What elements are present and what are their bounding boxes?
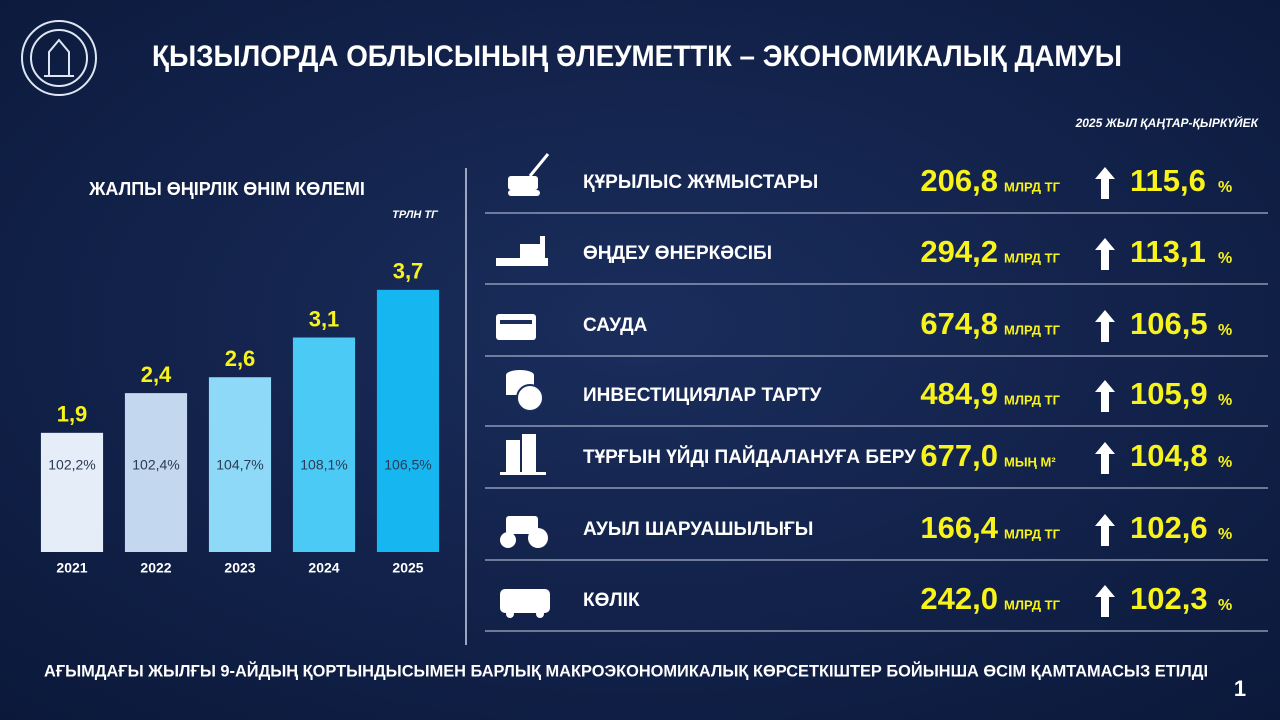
unit-label: ТРЛН ТГ bbox=[392, 209, 439, 221]
bar bbox=[124, 393, 188, 552]
value-label: 3,7 bbox=[393, 259, 424, 284]
indicator-label: ТҰРҒЫН ҮЙДІ ПАЙДАЛАНУҒА БЕРУ bbox=[583, 446, 916, 468]
growth-arrow bbox=[1095, 167, 1115, 199]
indicator-growth: 106,5 bbox=[1130, 306, 1208, 341]
indicator-growth: 104,8 bbox=[1130, 438, 1208, 473]
growth-arrow bbox=[1095, 585, 1115, 617]
page-number: 1 bbox=[1234, 676, 1246, 701]
indicator-growth: 102,6 bbox=[1130, 510, 1208, 545]
value-label: 2,4 bbox=[141, 362, 172, 387]
indicator-unit: МЛРД ТГ bbox=[1004, 526, 1061, 541]
indicator-unit: МЛРД ТГ bbox=[1004, 179, 1061, 194]
indicator-value: 294,2 bbox=[920, 234, 998, 269]
bar bbox=[292, 337, 356, 552]
indicator-label: АУЫЛ ШАРУАШЫЛЫҒЫ bbox=[583, 519, 813, 540]
indicator-label: ӨҢДЕУ ӨНЕРКӘСІБІ bbox=[583, 243, 772, 264]
x-tick-label: 2025 bbox=[392, 560, 423, 576]
growth-arrow bbox=[1095, 514, 1115, 546]
growth-arrow bbox=[1095, 380, 1115, 412]
growth-arrow bbox=[1095, 238, 1115, 270]
bar-label: 106,5% bbox=[384, 457, 431, 473]
indicator-unit: МЛРД ТГ bbox=[1004, 322, 1061, 337]
indicator-unit: МЛРД ТГ bbox=[1004, 392, 1061, 407]
emblem bbox=[21, 20, 97, 96]
bar bbox=[376, 289, 440, 552]
indicator-value: 674,8 bbox=[920, 306, 998, 341]
indicator-label: ҚҰРЫЛЫС ЖҰМЫСТАРЫ bbox=[583, 172, 818, 193]
x-tick-label: 2023 bbox=[224, 560, 255, 576]
title: ҚЫЗЫЛОРДА ОБЛЫСЫНЫҢ ӘЛЕУМЕТТІК – ЭКОНОМИ… bbox=[152, 40, 1122, 73]
bar-label: 108,1% bbox=[300, 457, 347, 473]
growth-unit: % bbox=[1218, 322, 1232, 339]
indicator-label: ИНВЕСТИЦИЯЛАР ТАРТУ bbox=[583, 385, 822, 406]
indicator-value: 166,4 bbox=[920, 510, 998, 545]
indicator-label: САУДА bbox=[583, 315, 648, 336]
indicator-value: 242,0 bbox=[920, 581, 998, 616]
indicator-unit: МЫҢ М² bbox=[1004, 454, 1056, 469]
growth-arrow bbox=[1095, 442, 1115, 474]
footer: АҒЫМДАҒЫ ЖЫЛҒЫ 9-АЙДЫҢ ҚОРТЫНДЫСЫМЕН БАР… bbox=[44, 661, 1208, 680]
bar-label: 102,4% bbox=[132, 457, 179, 473]
growth-unit: % bbox=[1218, 250, 1232, 267]
value-label: 2,6 bbox=[225, 346, 256, 371]
indicator-unit: МЛРД ТГ bbox=[1004, 597, 1061, 612]
growth-unit: % bbox=[1218, 526, 1232, 543]
bar bbox=[208, 377, 272, 552]
bar-label: 102,2% bbox=[48, 457, 95, 473]
x-tick-label: 2022 bbox=[140, 560, 171, 576]
indicator-growth: 113,1 bbox=[1130, 234, 1206, 269]
icons bbox=[496, 153, 550, 618]
indicator-growth: 115,6 bbox=[1130, 163, 1206, 198]
chart-title: ЖАЛПЫ ӨҢІРЛІК ӨНІМ КӨЛЕМІ bbox=[88, 179, 365, 199]
value-label: 3,1 bbox=[309, 306, 340, 331]
indicator-label: КӨЛІК bbox=[583, 590, 640, 611]
indicator-unit: МЛРД ТГ bbox=[1004, 250, 1061, 265]
x-tick-label: 2021 bbox=[56, 560, 87, 576]
value-label: 1,9 bbox=[57, 402, 88, 427]
indicator-growth: 105,9 bbox=[1130, 376, 1208, 411]
growth-unit: % bbox=[1218, 454, 1232, 471]
growth-unit: % bbox=[1218, 597, 1232, 614]
indicator-growth: 102,3 bbox=[1130, 581, 1208, 616]
x-tick-label: 2024 bbox=[308, 560, 339, 576]
indicator-value: 677,0 bbox=[920, 438, 998, 473]
bar bbox=[40, 432, 104, 552]
indicator-value: 484,9 bbox=[920, 376, 998, 411]
growth-arrow bbox=[1095, 310, 1115, 342]
bar-label: 104,7% bbox=[216, 457, 263, 473]
indicator-value: 206,8 bbox=[920, 163, 998, 198]
growth-unit: % bbox=[1218, 179, 1232, 196]
growth-unit: % bbox=[1218, 392, 1232, 409]
period: 2025 ЖЫЛ ҚАҢТАР-ҚЫРКҮЙЕК bbox=[1075, 114, 1260, 130]
